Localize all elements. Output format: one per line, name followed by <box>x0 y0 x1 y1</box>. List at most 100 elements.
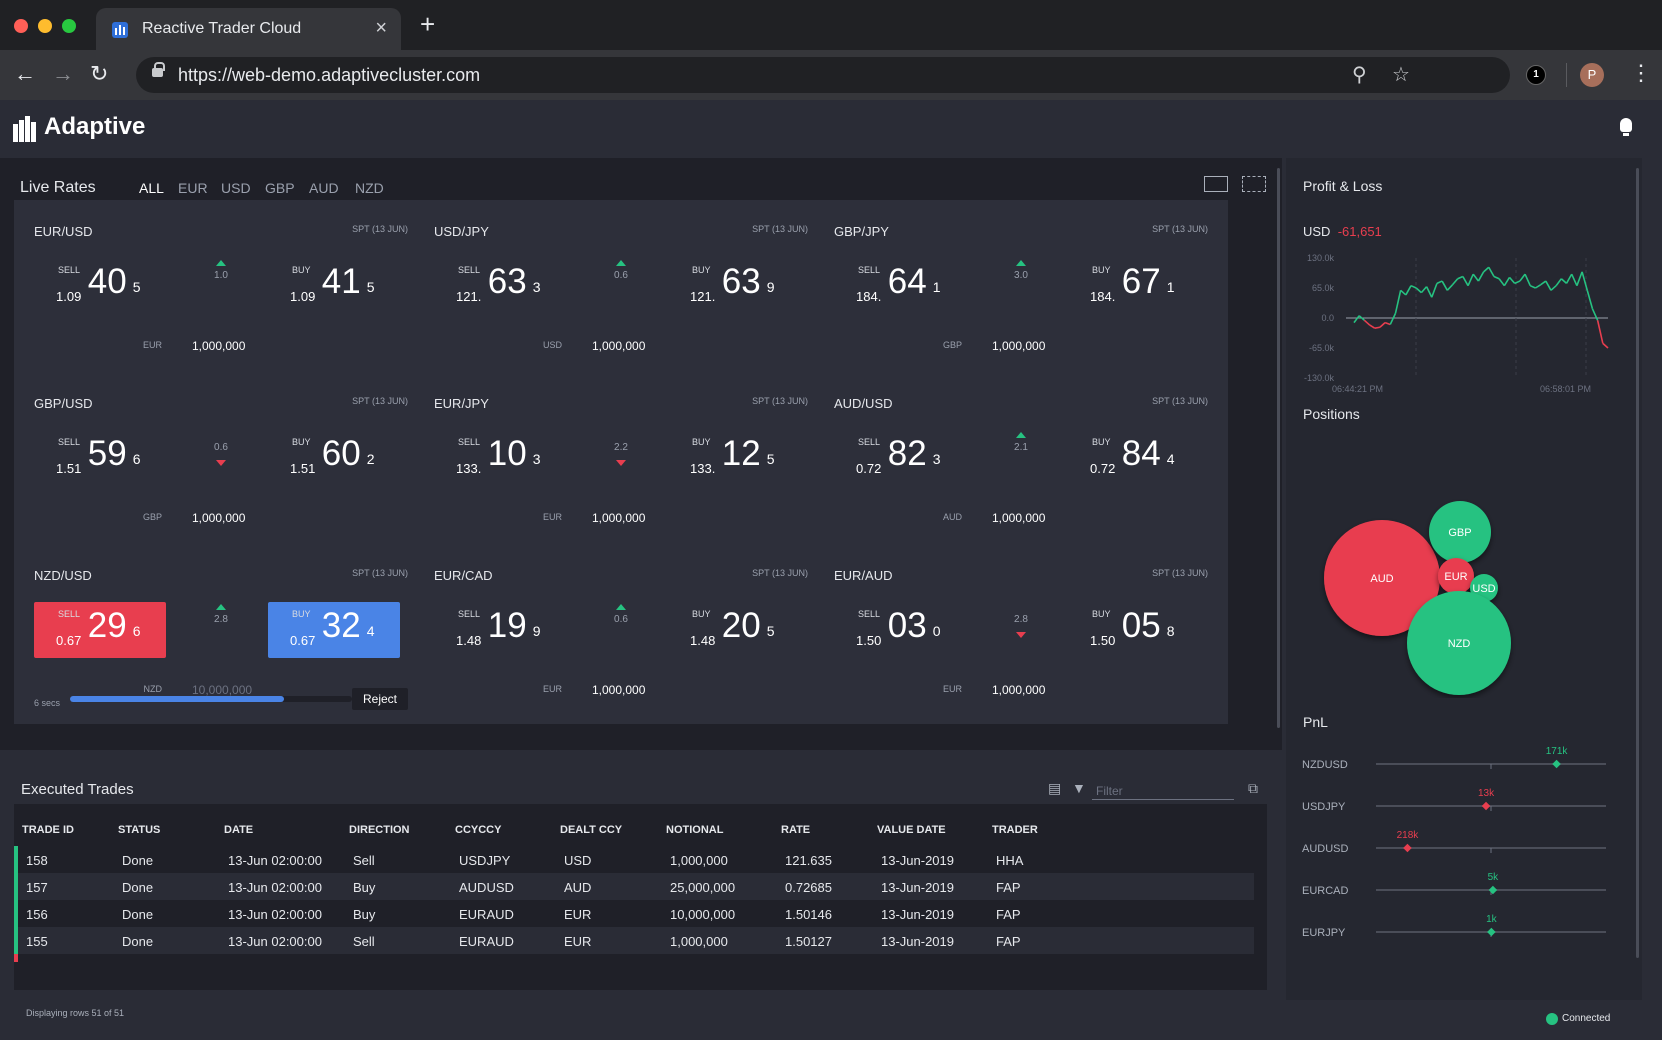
notional-input[interactable]: 1,000,000 <box>992 511 1046 525</box>
forward-arrow-icon[interactable]: → <box>52 61 74 86</box>
currency-filter-usd[interactable]: USD <box>221 180 251 196</box>
buy-big-figure: 1.09 <box>290 289 316 304</box>
price-up-arrow-icon <box>616 260 626 266</box>
tab-close-icon[interactable]: × <box>375 17 387 39</box>
buy-price-button[interactable]: BUY 133. 12 5 <box>668 430 800 486</box>
sell-price-button[interactable]: SELL 0.72 82 3 <box>834 430 966 486</box>
positions-bubble-chart: AUD GBP EUR USD NZD <box>1324 501 1511 695</box>
tile-settlement-date: SPT (13 JUN) <box>1152 396 1208 406</box>
pnl-bar-marker[interactable] <box>1487 927 1496 937</box>
column-header[interactable]: DIRECTION <box>349 824 410 836</box>
row-status-bar-red <box>14 954 18 962</box>
export-excel-icon[interactable]: ▤ <box>1048 780 1062 796</box>
rates-scrollbar[interactable] <box>1277 168 1280 728</box>
buy-price-button[interactable]: BUY 1.09 41 5 <box>268 258 400 314</box>
table-row[interactable]: 157 Done 13-Jun 02:00:00 Buy AUDUSD AUD 25,000… <box>14 873 1254 900</box>
notional-input[interactable]: 1,000,000 <box>592 339 646 353</box>
pnl-bar-marker[interactable] <box>1403 843 1412 853</box>
sell-fraction: 6 <box>132 623 141 639</box>
column-header[interactable]: DEALT CCY <box>560 824 623 836</box>
column-header[interactable]: VALUE DATE <box>877 824 946 836</box>
theme-lightbulb-icon[interactable] <box>1620 118 1632 136</box>
new-tab-button[interactable]: + <box>420 9 436 39</box>
currency-filter-eur[interactable]: EUR <box>178 180 208 196</box>
pnl-line-segment <box>1400 289 1407 296</box>
analytics-scrollbar[interactable] <box>1636 168 1639 958</box>
pnl-bar-marker[interactable] <box>1552 759 1561 769</box>
column-header[interactable]: TRADER <box>992 824 1038 836</box>
column-header[interactable]: STATUS <box>118 824 161 836</box>
currency-filter-gbp[interactable]: GBP <box>265 180 295 196</box>
notional-input[interactable]: 1,000,000 <box>592 683 646 697</box>
buy-price-button[interactable]: BUY 0.72 84 4 <box>1068 430 1200 486</box>
minimize-window-button[interactable] <box>38 19 52 33</box>
table-row[interactable]: 155 Done 13-Jun 02:00:00 Sell EURAUD EUR 1,000… <box>14 927 1254 954</box>
reload-icon[interactable]: ↻ <box>90 61 109 86</box>
buy-price-button[interactable]: BUY 0.67 32 4 <box>268 602 400 658</box>
pnl-bar-value: 218k <box>1397 830 1420 841</box>
table-cell: Done <box>122 907 154 922</box>
buy-fraction: 5 <box>366 279 375 295</box>
browser-menu-icon[interactable]: ⋮ <box>1630 60 1652 85</box>
filter-funnel-icon[interactable]: ▼ <box>1072 780 1086 796</box>
price-down-arrow-icon <box>1016 632 1026 638</box>
notional-input[interactable]: 1,000,000 <box>992 339 1046 353</box>
sell-price-button[interactable]: SELL 133. 10 3 <box>434 430 566 486</box>
trades-filter-input[interactable]: Filter <box>1092 778 1234 800</box>
pnl-line-segment <box>1586 290 1594 309</box>
buy-price-button[interactable]: BUY 121. 63 9 <box>668 258 800 314</box>
position-bubble-gbp[interactable] <box>1429 501 1491 563</box>
reject-button[interactable]: Reject <box>352 688 408 710</box>
tile-pair: EUR/AUD <box>834 568 893 583</box>
buy-price-button[interactable]: BUY 1.48 20 5 <box>668 602 800 658</box>
back-arrow-icon[interactable]: ← <box>14 61 36 86</box>
buy-price-button[interactable]: BUY 184. 67 1 <box>1068 258 1200 314</box>
buy-price-button[interactable]: BUY 1.50 05 8 <box>1068 602 1200 658</box>
bookmark-star-icon[interactable]: ☆ <box>1392 64 1410 86</box>
table-cell: 13-Jun-2019 <box>881 907 954 922</box>
browser-tab[interactable]: Reactive Trader Cloud × <box>96 8 401 50</box>
tile-settlement-date: SPT (13 JUN) <box>752 396 808 406</box>
table-row[interactable]: 158 Done 13-Jun 02:00:00 Sell USDJPY USD 1,000… <box>14 846 1254 873</box>
notional-input[interactable]: 1,000,000 <box>192 339 246 353</box>
notional-input[interactable]: 1,000,000 <box>192 511 246 525</box>
sell-price-button[interactable]: SELL 1.09 40 5 <box>34 258 166 314</box>
column-header[interactable]: DATE <box>224 824 254 836</box>
notional-input[interactable]: 1,000,000 <box>592 511 646 525</box>
chart-view-icon[interactable] <box>1242 176 1266 192</box>
notional-input[interactable]: 1,000,000 <box>992 683 1046 697</box>
sell-price-button[interactable]: SELL 1.51 59 6 <box>34 430 166 486</box>
sell-price-button[interactable]: SELL 1.48 19 9 <box>434 602 566 658</box>
address-bar[interactable]: https://web-demo.adaptivecluster.com ⚲ ☆ <box>136 57 1510 93</box>
tile-settlement-date: SPT (13 JUN) <box>1152 568 1208 578</box>
sell-price-button[interactable]: SELL 1.50 03 0 <box>834 602 966 658</box>
table-row[interactable]: 156 Done 13-Jun 02:00:00 Buy EURAUD EUR 10,000… <box>14 900 1254 927</box>
pnl-bar-marker[interactable] <box>1481 801 1491 811</box>
maximize-window-button[interactable] <box>62 19 76 33</box>
currency-filter-aud[interactable]: AUD <box>309 180 339 196</box>
tile-view-icon[interactable] <box>1204 176 1228 192</box>
currency-filter-nzd[interactable]: NZD <box>355 180 384 196</box>
position-bubble-aud[interactable] <box>1324 520 1440 636</box>
currency-filter-all[interactable]: ALL <box>139 180 164 196</box>
pnl-bar-marker[interactable] <box>1488 885 1498 895</box>
zoom-icon[interactable]: ⚲ <box>1352 64 1367 86</box>
extension-icon[interactable]: 1 <box>1526 65 1546 85</box>
profile-avatar[interactable]: P <box>1580 63 1604 87</box>
url-text[interactable]: https://web-demo.adaptivecluster.com <box>178 65 481 85</box>
sell-price-button[interactable]: SELL 121. 63 3 <box>434 258 566 314</box>
column-header[interactable]: RATE <box>781 824 811 836</box>
sell-price-button[interactable]: SELL 0.67 29 6 <box>34 602 166 658</box>
column-header[interactable]: CCYCCY <box>455 824 502 836</box>
position-bubble-nzd[interactable] <box>1407 591 1511 695</box>
position-bubble-eur[interactable] <box>1438 558 1474 594</box>
popout-icon[interactable]: ⧉ <box>1248 780 1258 796</box>
row-status-bar <box>14 873 18 900</box>
column-header[interactable]: NOTIONAL <box>666 824 724 836</box>
close-window-button[interactable] <box>14 19 28 33</box>
buy-price-button[interactable]: BUY 1.51 60 2 <box>268 430 400 486</box>
buy-pips: 60 <box>321 434 361 473</box>
sell-price-button[interactable]: SELL 184. 64 1 <box>834 258 966 314</box>
notional-input[interactable]: 10,000,000 <box>192 683 253 697</box>
column-header[interactable]: TRADE ID <box>22 824 74 836</box>
